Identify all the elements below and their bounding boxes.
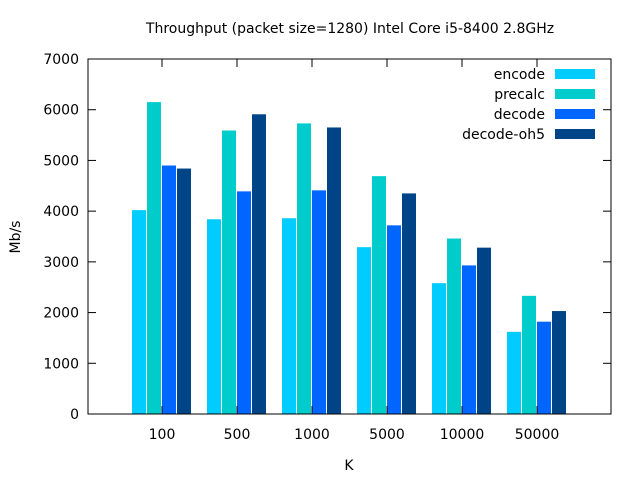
legend: encode precalc decode decode-oh5 (462, 67, 595, 143)
bars-group (132, 102, 566, 415)
bar-encode-10000 (432, 283, 446, 414)
bar-decode-100 (162, 165, 176, 414)
y-tick-label: 3000 (43, 255, 79, 271)
x-tick-label: 500 (224, 427, 251, 443)
legend-label-decode-oh5: decode-oh5 (462, 127, 545, 143)
bar-precalc-100 (147, 102, 161, 414)
x-tick-label: 50000 (515, 427, 560, 443)
bar-decode-oh5-5000 (402, 193, 416, 414)
bar-decode-oh5-100 (177, 168, 191, 414)
bar-decode-oh5-500 (252, 114, 266, 415)
bar-decode-50000 (537, 321, 551, 414)
bar-decode-10000 (462, 265, 476, 414)
y-axis-label: Mb/s (8, 221, 24, 254)
y-tick-label: 1000 (43, 356, 79, 372)
y-tick-label: 0 (70, 407, 79, 423)
y-tick-label: 7000 (43, 52, 79, 68)
bar-precalc-1000 (297, 123, 311, 415)
legend-label-decode: decode (494, 107, 545, 123)
bar-precalc-500 (222, 130, 236, 414)
x-tick-label: 1000 (294, 427, 330, 443)
bar-encode-500 (207, 219, 221, 414)
bar-decode-1000 (312, 190, 326, 414)
bar-encode-1000 (282, 218, 296, 414)
bar-decode-5000 (387, 225, 401, 414)
x-tick-label: 5000 (369, 427, 405, 443)
x-tick-label: 10000 (440, 427, 485, 443)
x-axis-label: K (344, 458, 354, 474)
bar-decode-oh5-1000 (327, 127, 341, 414)
legend-label-encode: encode (494, 67, 545, 83)
bar-precalc-5000 (372, 176, 386, 414)
x-tick-label: 100 (149, 427, 176, 443)
legend-swatch-decode (555, 109, 595, 119)
bar-precalc-10000 (447, 238, 461, 414)
bar-decode-500 (237, 191, 251, 414)
bar-decode-oh5-10000 (477, 247, 491, 414)
legend-swatch-precalc (555, 89, 595, 99)
legend-swatch-decode-oh5 (555, 129, 595, 139)
bar-decode-oh5-50000 (552, 311, 566, 414)
bar-encode-100 (132, 210, 146, 414)
chart-title: Throughput (packet size=1280) Intel Core… (145, 21, 554, 37)
bar-encode-5000 (357, 247, 371, 414)
legend-label-precalc: precalc (494, 87, 545, 103)
axes-group: 0 1000 2000 3000 4000 5000 6000 7000 100 500 1000 5… (43, 52, 612, 443)
y-tick-label: 4000 (43, 204, 79, 220)
legend-swatch-encode (555, 69, 595, 79)
y-tick-label: 2000 (43, 306, 79, 322)
plot-frame (87, 58, 612, 415)
y-tick-label: 5000 (43, 153, 79, 169)
y-tick-label: 6000 (43, 103, 79, 119)
bar-precalc-50000 (522, 295, 536, 414)
bar-encode-50000 (507, 331, 521, 414)
